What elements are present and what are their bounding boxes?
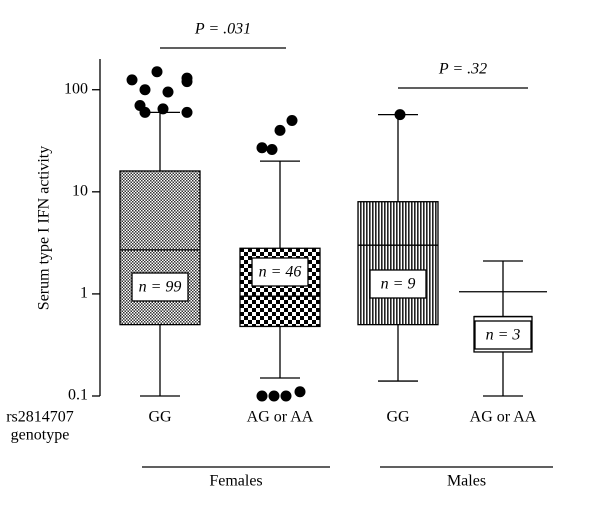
outlier <box>294 386 306 398</box>
label-box <box>369 269 427 299</box>
p-value: P = .32 <box>438 61 487 78</box>
outlier <box>274 124 286 136</box>
x-tick-label: GG <box>386 409 410 426</box>
x-tick-label: AG or AA <box>247 409 314 426</box>
outlier <box>286 114 298 126</box>
outlier <box>256 390 268 402</box>
n-label: n = 9 <box>381 276 416 293</box>
outlier <box>181 76 193 88</box>
label-box <box>474 320 532 350</box>
label-box <box>251 257 309 287</box>
outlier <box>157 103 169 115</box>
n-label: n = 3 <box>486 327 521 344</box>
outlier <box>266 143 278 155</box>
x-title: rs2814707 <box>6 409 74 426</box>
outlier <box>126 74 138 86</box>
outlier <box>139 106 151 118</box>
outlier <box>268 390 280 402</box>
y-axis-label: Serum type I IFN activity <box>36 146 53 310</box>
outlier <box>280 390 292 402</box>
outlier <box>162 86 174 98</box>
x-title: genotype <box>11 427 70 444</box>
y-tick-label: 100 <box>64 80 88 97</box>
outlier <box>394 109 406 121</box>
n-label: n = 99 <box>139 279 182 296</box>
outlier <box>181 106 193 118</box>
n-label: n = 46 <box>259 264 302 281</box>
outlier <box>256 142 268 154</box>
label-box <box>131 272 189 302</box>
y-tick-label: 0.1 <box>68 387 88 404</box>
x-tick-label: GG <box>148 409 172 426</box>
y-tick-label: 1 <box>80 285 88 302</box>
y-tick-label: 10 <box>72 182 88 199</box>
outlier <box>139 84 151 96</box>
group-label: Males <box>447 473 486 490</box>
p-value: P = .031 <box>194 21 251 38</box>
box <box>357 201 439 326</box>
outlier <box>151 66 163 78</box>
x-tick-label: AG or AA <box>470 409 537 426</box>
group-label: Females <box>209 473 262 490</box>
